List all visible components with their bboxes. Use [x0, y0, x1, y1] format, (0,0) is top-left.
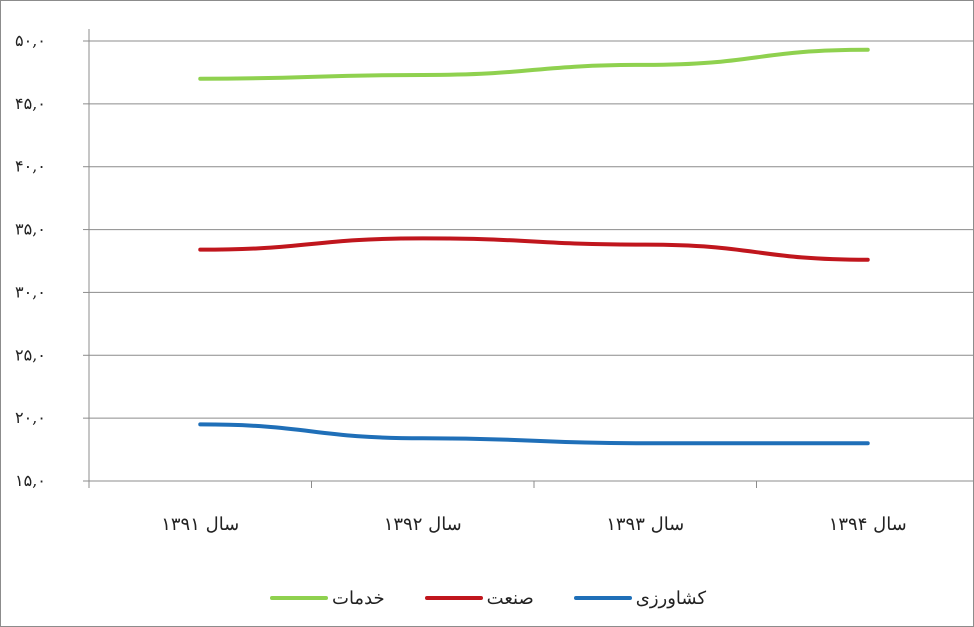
y-tick-label: ۲۵,۰	[15, 345, 46, 364]
legend: کشاورزی صنعت خدمات	[1, 583, 974, 613]
y-tick-label: ۴۰,۰	[15, 157, 46, 176]
x-tick-label: سال ۱۳۹۱	[161, 514, 239, 535]
legend-label: صنعت	[486, 587, 534, 609]
legend-item: صنعت	[424, 587, 534, 609]
y-tick-label: ۱۵,۰	[15, 471, 46, 490]
y-tick-label: ۴۵,۰	[15, 94, 46, 113]
x-tick-label: سال ۱۳۹۳	[606, 514, 684, 535]
line-chart: ۱۵,۰ ۲۰,۰ ۲۵,۰ ۳۰,۰ ۳۵,۰ ۴۰,۰ ۴۵,۰ ۵۰,۰ سال ۱۳۹۱…	[15, 29, 974, 535]
legend-item: کشاورزی	[573, 587, 707, 609]
y-tick-label: ۲۰,۰	[15, 408, 46, 427]
y-tick-label: ۳۰,۰	[15, 282, 46, 301]
legend-swatch	[573, 596, 632, 600]
y-tick-label: ۳۵,۰	[15, 220, 46, 239]
y-tick-label: ۵۰,۰	[15, 31, 46, 50]
legend-label: کشاورزی	[635, 587, 707, 609]
series-line-2	[198, 47, 870, 81]
legend-swatch	[270, 596, 328, 600]
legend-item: خدمات	[270, 588, 385, 609]
series-line-1	[198, 236, 870, 262]
series-line-0	[198, 422, 870, 446]
legend-swatch	[424, 596, 483, 600]
x-tick-label: سال ۱۳۹۲	[384, 514, 462, 535]
legend-label: خدمات	[332, 587, 385, 609]
x-tick-label: سال ۱۳۹۴	[829, 514, 907, 535]
